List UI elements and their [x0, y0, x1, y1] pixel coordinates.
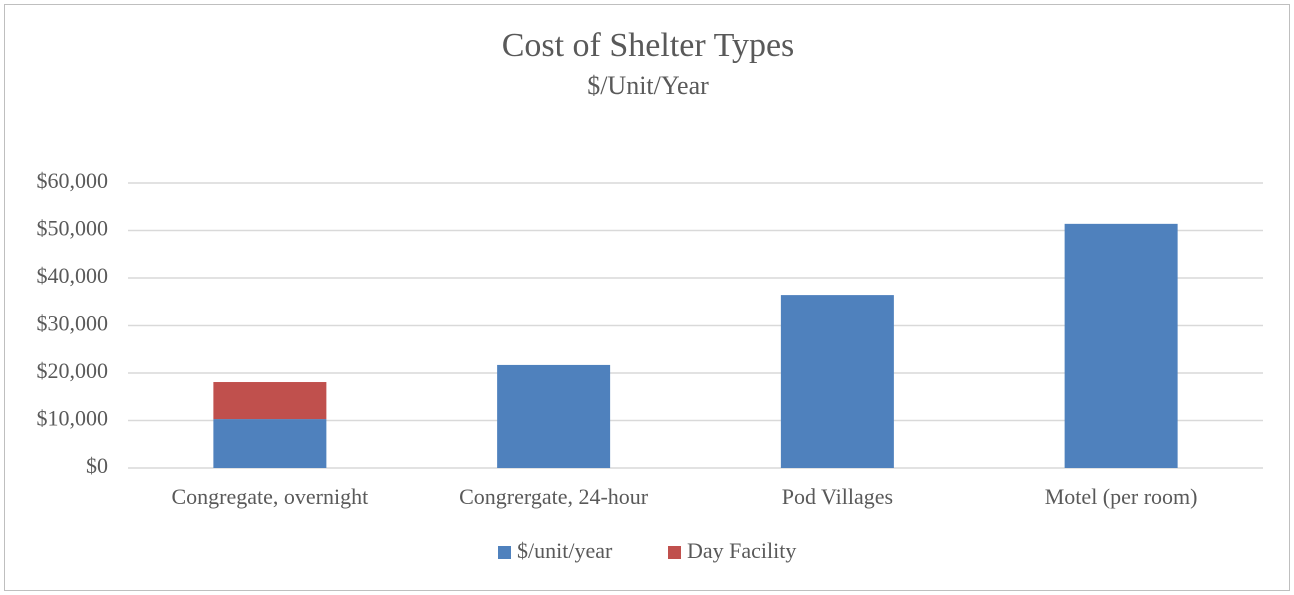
legend-label: Day Facility — [687, 538, 796, 563]
x-tick-label: Pod Villages — [782, 484, 893, 509]
y-tick-label: $60,000 — [37, 168, 109, 193]
legend-swatch — [498, 546, 511, 559]
bar-segment — [1064, 223, 1178, 468]
chart-title: Cost of Shelter Types — [502, 27, 795, 64]
y-tick-label: $30,000 — [37, 311, 109, 336]
bar-segment — [213, 419, 327, 468]
legend-swatch — [668, 546, 681, 559]
y-tick-label: $50,000 — [37, 216, 109, 241]
legend-label: $/unit/year — [517, 538, 613, 563]
y-tick-label: $20,000 — [37, 358, 109, 383]
bar-segment — [780, 295, 894, 468]
x-tick-label: Congrergate, 24-hour — [459, 484, 649, 509]
x-tick-label: Congregate, overnight — [172, 484, 369, 509]
chart-subtitle: $/Unit/Year — [587, 71, 709, 100]
bar-segment — [497, 364, 611, 468]
x-tick-label: Motel (per room) — [1045, 484, 1198, 509]
y-tick-label: $10,000 — [37, 406, 109, 431]
y-tick-label: $40,000 — [37, 263, 109, 288]
bar-segment — [213, 382, 327, 420]
y-tick-label: $0 — [86, 453, 108, 478]
